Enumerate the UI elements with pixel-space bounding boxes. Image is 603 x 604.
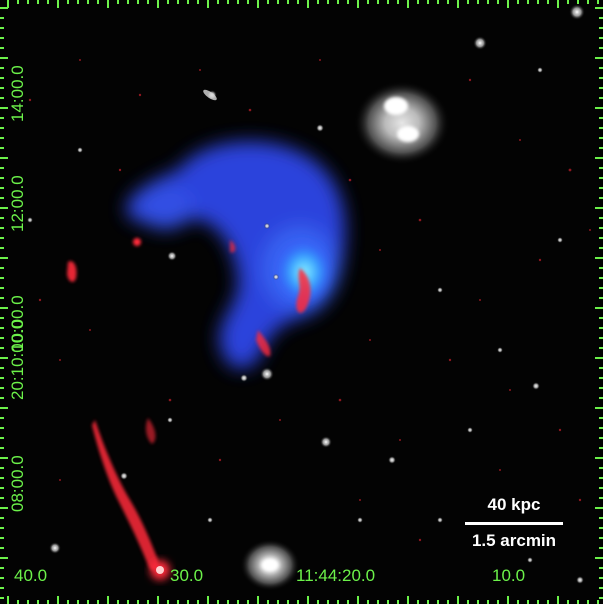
scale-bar-physical: 40 kpc bbox=[487, 495, 541, 514]
xray-bright-core bbox=[274, 238, 334, 306]
y-axis-label: 08:00.0 bbox=[8, 455, 27, 512]
radio-noise bbox=[28, 59, 591, 542]
edge-on-galaxy bbox=[203, 89, 217, 101]
x-axis-label: 30.0 bbox=[170, 566, 204, 585]
scale-bar: 40 kpc 1.5 arcmin bbox=[454, 495, 574, 551]
scale-bar-line bbox=[465, 522, 563, 525]
y-axis-label: 20:10:00.0 bbox=[8, 319, 27, 400]
y-axis-label: 12:00.0 bbox=[8, 175, 27, 232]
scale-bar-angular: 1.5 arcmin bbox=[471, 531, 557, 550]
galaxy-bottom bbox=[240, 539, 300, 591]
y-axis-label: 14:00.0 bbox=[8, 65, 27, 122]
galaxy-pair bbox=[354, 81, 450, 165]
x-axis-label: 11:44:20.0 bbox=[296, 566, 376, 585]
x-axis-label: 10.0 bbox=[492, 566, 526, 585]
radio-emission bbox=[67, 238, 311, 580]
x-axis-label: 40.0 bbox=[14, 566, 48, 585]
